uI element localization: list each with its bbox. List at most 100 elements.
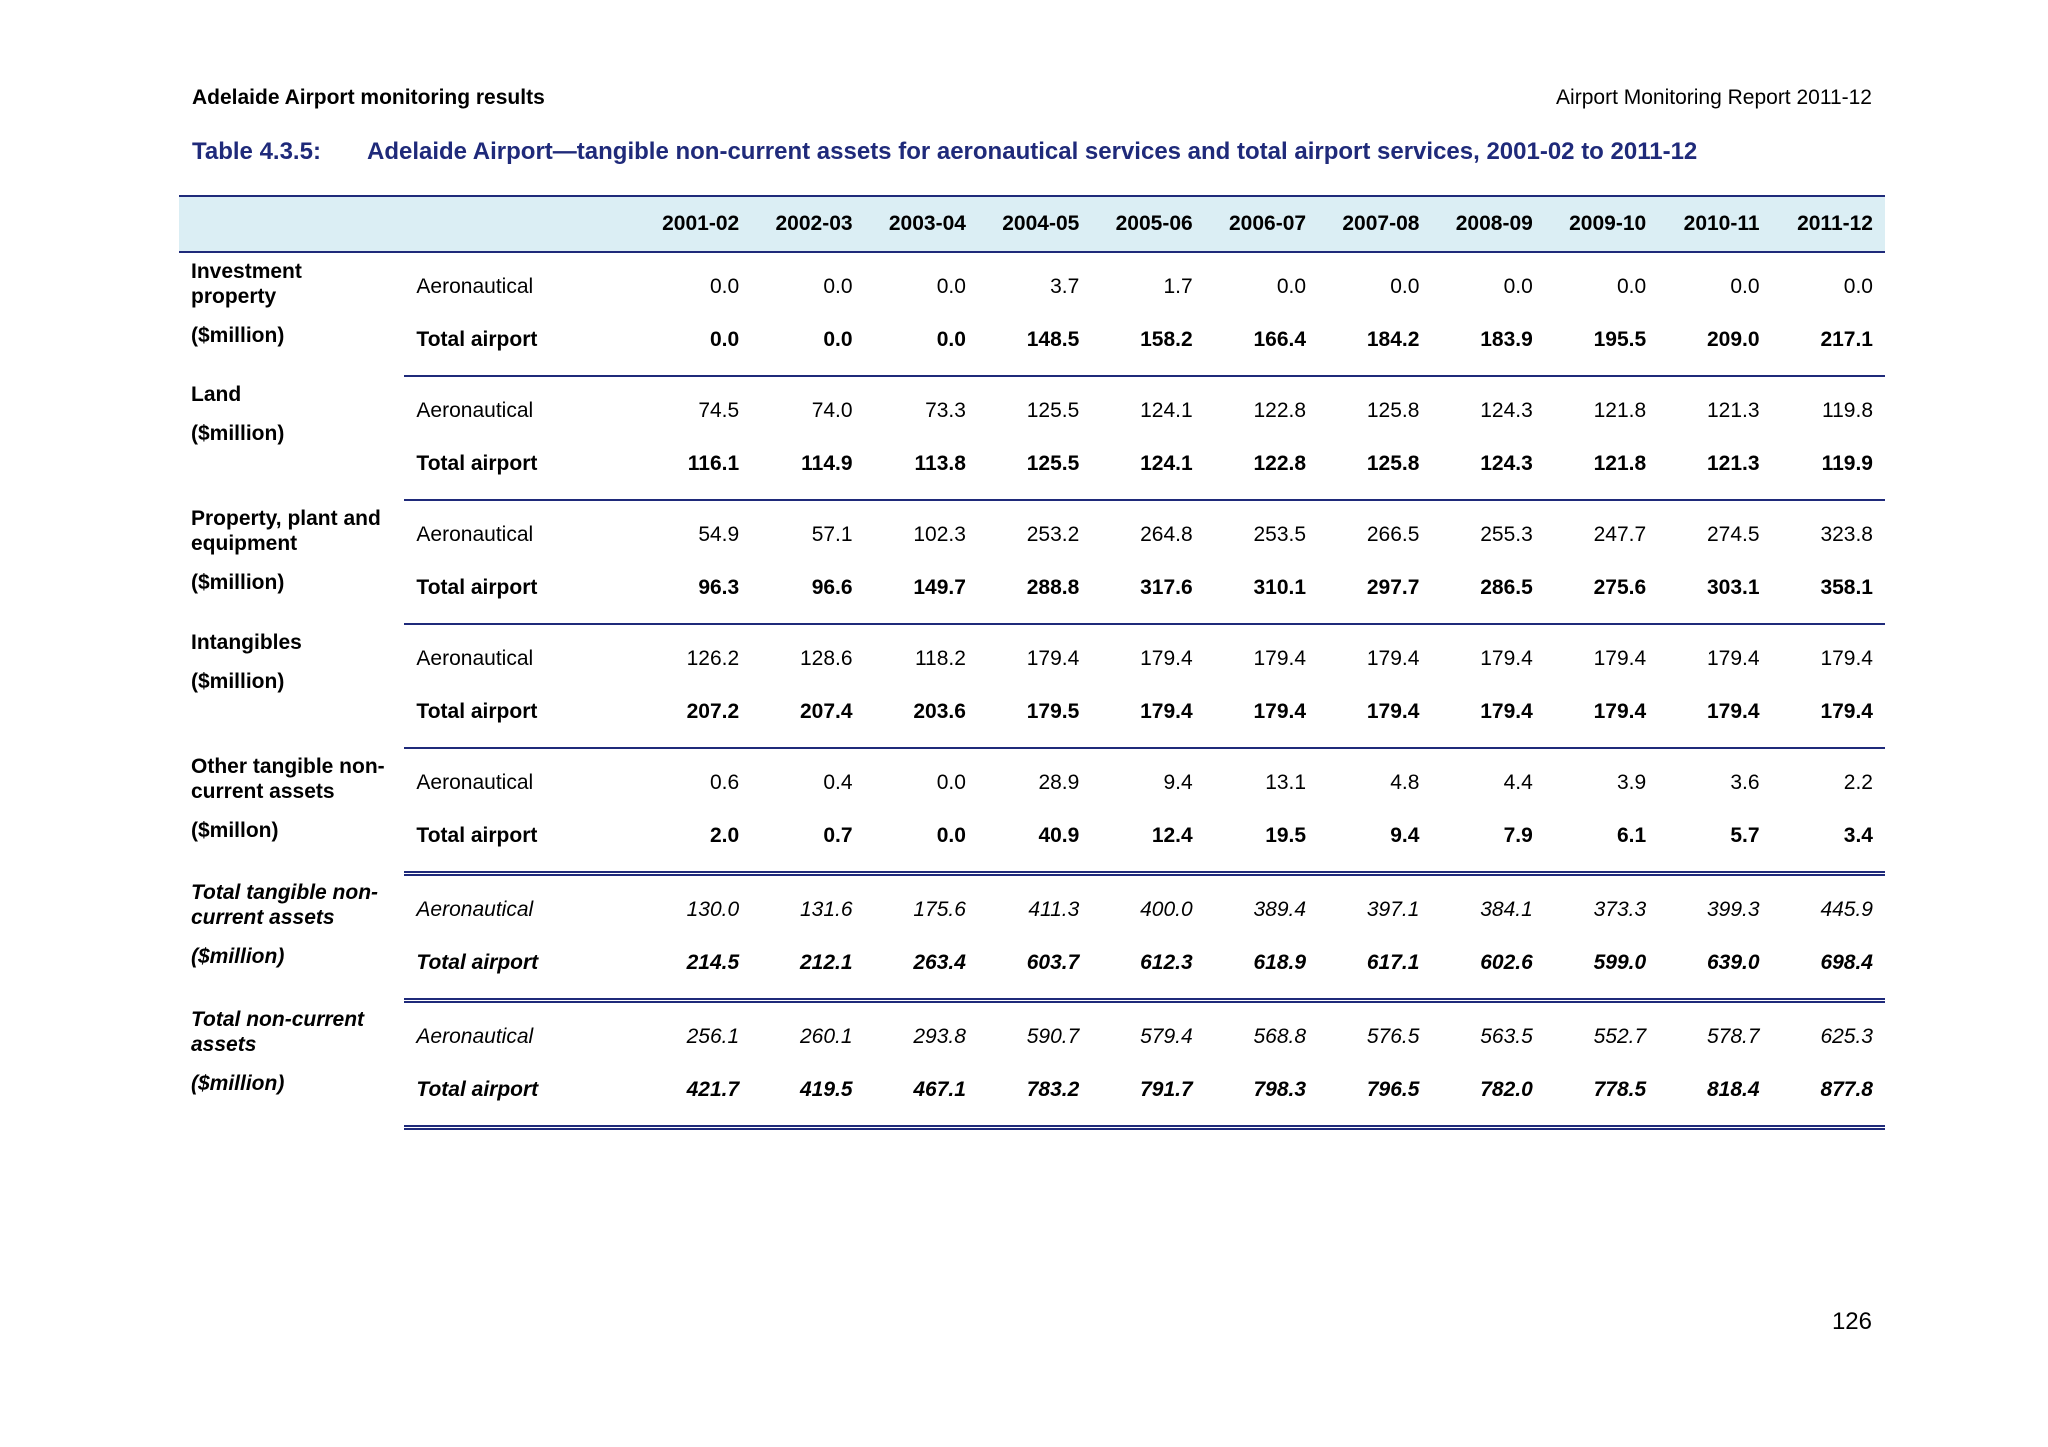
- row-label: Aeronautical: [416, 647, 534, 670]
- group-name: Other tangible non-current assets: [191, 755, 385, 803]
- cell: 599.0: [1544, 938, 1659, 1003]
- cell: 130.0: [686, 898, 740, 921]
- cell: 467.1: [864, 1065, 978, 1130]
- cell: 179.4: [1204, 687, 1319, 749]
- row-label: Total airport: [404, 315, 638, 377]
- table-row: Land ($million) Aeronautical 74.5 74.0 73.3 12…: [179, 376, 1885, 445]
- cell: 179.4: [1318, 687, 1432, 749]
- cell: 122.8: [1253, 399, 1307, 422]
- cell: 195.5: [1544, 315, 1659, 377]
- cell: 384.1: [1480, 898, 1533, 921]
- cell: 612.3: [1091, 938, 1205, 1003]
- cell: 791.7: [1091, 1065, 1205, 1130]
- cell: 3.7: [1050, 275, 1080, 298]
- cell: 207.2: [637, 687, 752, 749]
- cell: 12.4: [1091, 811, 1205, 876]
- cell: 124.1: [1140, 399, 1193, 422]
- cell: 0.0: [864, 811, 978, 876]
- cell: 125.8: [1366, 399, 1420, 422]
- cell: 0.0: [751, 315, 865, 377]
- group-cell: Total non-current assets ($million): [179, 1001, 404, 1128]
- cell: 119.9: [1771, 439, 1885, 501]
- group-unit: ($million): [191, 571, 285, 594]
- cell: 397.1: [1366, 898, 1420, 921]
- cell: 124.3: [1431, 439, 1545, 501]
- cell: 260.1: [800, 1025, 853, 1048]
- cell: 288.8: [977, 563, 1092, 625]
- cell: 274.5: [1707, 523, 1760, 546]
- cell: 179.4: [1253, 647, 1307, 670]
- cell: 217.1: [1771, 315, 1885, 377]
- cell: 2.0: [637, 811, 752, 876]
- table-row: Total airport 116.1 114.9 113.8 125.5 124.1 12…: [179, 439, 1885, 501]
- table-row: Total tangible non-current assets ($milli…: [179, 874, 1885, 968]
- cell: 266.5: [1366, 523, 1420, 546]
- cell: 373.3: [1593, 898, 1647, 921]
- column-header: 2001-02: [637, 195, 752, 253]
- table-label: Table 4.3.5:: [192, 138, 321, 165]
- cell: 73.3: [925, 399, 966, 422]
- table-row: Total airport 207.2 207.4 203.6 179.5 179.4 17…: [179, 687, 1885, 749]
- group-name: Total non-current assets: [191, 1007, 365, 1056]
- cell: 179.4: [1480, 647, 1533, 670]
- cell: 818.4: [1658, 1065, 1772, 1130]
- cell: 125.8: [1318, 439, 1432, 501]
- cell: 782.0: [1431, 1065, 1545, 1130]
- group-unit: ($million): [191, 670, 285, 693]
- cell: 121.8: [1593, 399, 1647, 422]
- header-row: 2001-02 2002-03 2003-04 2004-05 2005-06 2006-…: [179, 195, 1885, 253]
- cell: 303.1: [1658, 563, 1772, 625]
- cell: 264.8: [1140, 523, 1193, 546]
- cell: 179.4: [1593, 647, 1647, 670]
- column-header: 2011-12: [1771, 195, 1885, 253]
- cell: 119.8: [1822, 399, 1873, 422]
- table-row: Total airport 214.5 212.1 263.4 603.7 612.3 61…: [179, 938, 1885, 1003]
- table-row: Total airport 2.0 0.7 0.0 40.9 12.4 19.5 9.4 7.9…: [179, 811, 1885, 876]
- cell: 166.4: [1204, 315, 1319, 377]
- blank: [179, 195, 405, 253]
- column-header: 2007-08: [1318, 195, 1432, 253]
- table-row: Total airport 0.0 0.0 0.0 148.5 158.2 166.4 184…: [179, 315, 1885, 377]
- cell: 639.0: [1658, 938, 1772, 1003]
- cell: 148.5: [977, 315, 1092, 377]
- row-label: Total airport: [404, 1065, 638, 1130]
- cell: 179.4: [1140, 647, 1193, 670]
- cell: 9.4: [1163, 771, 1193, 794]
- group-unit: ($million): [191, 422, 285, 445]
- row-label: Total airport: [404, 938, 638, 1003]
- cell: 6.1: [1544, 811, 1659, 876]
- cell: 0.0: [1616, 275, 1647, 298]
- cell: 179.4: [1366, 647, 1420, 670]
- group-cell: Property, plant and equipment ($million): [179, 500, 404, 624]
- group-name: Property, plant and equipment: [191, 507, 381, 555]
- cell: 0.7: [751, 811, 865, 876]
- cell: 0.0: [1390, 275, 1420, 298]
- cell: 40.9: [977, 811, 1092, 876]
- cell: 113.8: [864, 439, 978, 501]
- column-header: 2008-09: [1431, 195, 1545, 253]
- cell: 0.0: [709, 275, 740, 298]
- cell: 579.4: [1140, 1025, 1193, 1048]
- table-row: Investment property ($million) Aeronautica…: [179, 252, 1885, 347]
- cell: 0.0: [936, 275, 966, 298]
- cell: 798.3: [1204, 1065, 1319, 1130]
- group-cell: Investment property ($million): [179, 252, 404, 376]
- cell: 96.6: [751, 563, 865, 625]
- cell: 158.2: [1091, 315, 1205, 377]
- cell: 783.2: [977, 1065, 1092, 1130]
- cell: 0.0: [936, 771, 966, 794]
- cell: 256.1: [686, 1025, 740, 1048]
- cell: 5.7: [1658, 811, 1772, 876]
- cell: 293.8: [913, 1025, 966, 1048]
- cell: 563.5: [1480, 1025, 1533, 1048]
- cell: 7.9: [1431, 811, 1545, 876]
- column-header: 2003-04: [864, 195, 978, 253]
- cell: 590.7: [1026, 1025, 1080, 1048]
- cell: 131.6: [800, 898, 853, 921]
- group-unit: ($million): [191, 324, 285, 347]
- cell: 128.6: [800, 647, 853, 670]
- blank: [404, 195, 638, 253]
- cell: 74.0: [811, 399, 853, 422]
- cell: 203.6: [864, 687, 978, 749]
- cell: 389.4: [1253, 898, 1307, 921]
